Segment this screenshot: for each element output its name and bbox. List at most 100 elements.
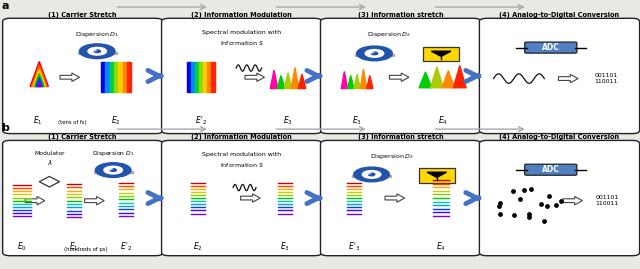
FancyBboxPatch shape	[3, 140, 163, 256]
Circle shape	[110, 169, 116, 171]
Text: $E_1$: $E_1$	[33, 115, 43, 128]
Polygon shape	[367, 75, 373, 89]
Text: $E_0$: $E_0$	[17, 240, 27, 253]
Bar	[355, 54, 394, 56]
Bar	[109, 62, 114, 92]
Text: (1) Carrier Stretch: (1) Carrier Stretch	[49, 12, 117, 18]
Bar	[207, 62, 211, 92]
FancyBboxPatch shape	[479, 140, 639, 256]
Text: Dispersion $D_1$: Dispersion $D_1$	[92, 149, 134, 158]
Bar	[114, 62, 118, 92]
Bar	[77, 52, 117, 54]
Point	[495, 212, 505, 217]
Text: Spectral modulation with: Spectral modulation with	[202, 30, 281, 35]
FancyArrow shape	[559, 74, 578, 83]
Text: $E_2$: $E_2$	[193, 240, 203, 253]
Text: Dispersion $D_2$: Dispersion $D_2$	[367, 30, 411, 39]
Circle shape	[95, 163, 131, 178]
Text: Modulator: Modulator	[34, 151, 65, 156]
Point	[544, 194, 554, 198]
Circle shape	[79, 44, 115, 59]
Text: ADC: ADC	[542, 43, 560, 52]
Circle shape	[356, 46, 392, 61]
FancyBboxPatch shape	[161, 140, 322, 256]
Polygon shape	[291, 68, 299, 89]
Circle shape	[362, 171, 381, 178]
Bar	[118, 62, 123, 92]
Polygon shape	[341, 72, 348, 89]
Text: 001101
110011: 001101 110011	[596, 195, 619, 206]
Text: $E_3$: $E_3$	[352, 115, 362, 128]
Polygon shape	[36, 77, 42, 86]
Bar	[423, 47, 459, 62]
Polygon shape	[431, 67, 444, 88]
Text: $E_3$: $E_3$	[280, 240, 290, 253]
Polygon shape	[442, 71, 454, 88]
Polygon shape	[39, 176, 60, 187]
Point	[519, 188, 529, 192]
FancyArrow shape	[60, 73, 79, 82]
Bar	[101, 62, 105, 92]
Text: (3) Information stretch: (3) Information stretch	[358, 12, 444, 18]
Text: (4) Analog-to-Digital Conversion: (4) Analog-to-Digital Conversion	[499, 134, 620, 140]
Text: Information $S$: Information $S$	[220, 39, 264, 47]
Text: (2) Information Modulation: (2) Information Modulation	[191, 12, 292, 18]
FancyArrow shape	[563, 196, 582, 205]
Point	[542, 204, 552, 208]
Polygon shape	[31, 65, 47, 86]
Point	[515, 197, 525, 201]
Polygon shape	[431, 51, 451, 56]
FancyBboxPatch shape	[525, 42, 577, 53]
FancyArrow shape	[385, 194, 404, 202]
Point	[509, 213, 519, 217]
FancyArrow shape	[84, 196, 104, 205]
Bar	[199, 62, 203, 92]
Polygon shape	[30, 62, 49, 86]
FancyBboxPatch shape	[321, 18, 481, 134]
Point	[494, 204, 504, 208]
Bar	[203, 62, 207, 92]
Text: Information $S$: Information $S$	[220, 161, 264, 169]
Bar	[419, 168, 454, 183]
Text: $E'_2$: $E'_2$	[120, 240, 132, 253]
Circle shape	[371, 52, 378, 55]
Circle shape	[88, 47, 106, 55]
Text: $E_1$: $E_1$	[69, 240, 79, 253]
Point	[556, 199, 566, 203]
FancyBboxPatch shape	[161, 18, 322, 134]
Polygon shape	[348, 75, 354, 89]
Polygon shape	[360, 69, 367, 89]
Bar	[123, 62, 127, 92]
Point	[508, 189, 518, 193]
Bar	[127, 62, 131, 92]
Polygon shape	[277, 75, 285, 89]
Text: (3) Information stretch: (3) Information stretch	[358, 134, 444, 140]
FancyBboxPatch shape	[525, 164, 577, 175]
Bar	[352, 175, 391, 177]
Point	[538, 219, 548, 223]
Text: (1) Carrier Stretch: (1) Carrier Stretch	[49, 134, 117, 140]
Polygon shape	[37, 82, 41, 86]
Text: ADC: ADC	[542, 165, 560, 174]
Circle shape	[354, 167, 389, 182]
Bar	[211, 62, 215, 92]
Text: $E'_3$: $E'_3$	[348, 240, 360, 253]
Circle shape	[94, 50, 100, 52]
Polygon shape	[419, 72, 432, 88]
Text: (2) Information Modulation: (2) Information Modulation	[191, 134, 292, 140]
Point	[536, 202, 546, 206]
Text: $E_4$: $E_4$	[438, 115, 447, 128]
FancyBboxPatch shape	[3, 18, 163, 134]
Text: $E_2$: $E_2$	[111, 115, 121, 128]
Circle shape	[369, 173, 375, 176]
Text: Dispersion $D_2$: Dispersion $D_2$	[370, 152, 414, 161]
Text: $E'_2$: $E'_2$	[195, 115, 207, 128]
Point	[551, 203, 561, 207]
Text: 001101
110011: 001101 110011	[595, 73, 618, 84]
FancyArrow shape	[25, 196, 45, 205]
Bar	[105, 62, 109, 92]
Polygon shape	[427, 172, 447, 177]
Circle shape	[91, 49, 97, 51]
Polygon shape	[33, 69, 45, 86]
Text: $\lambda$: $\lambda$	[47, 158, 52, 167]
